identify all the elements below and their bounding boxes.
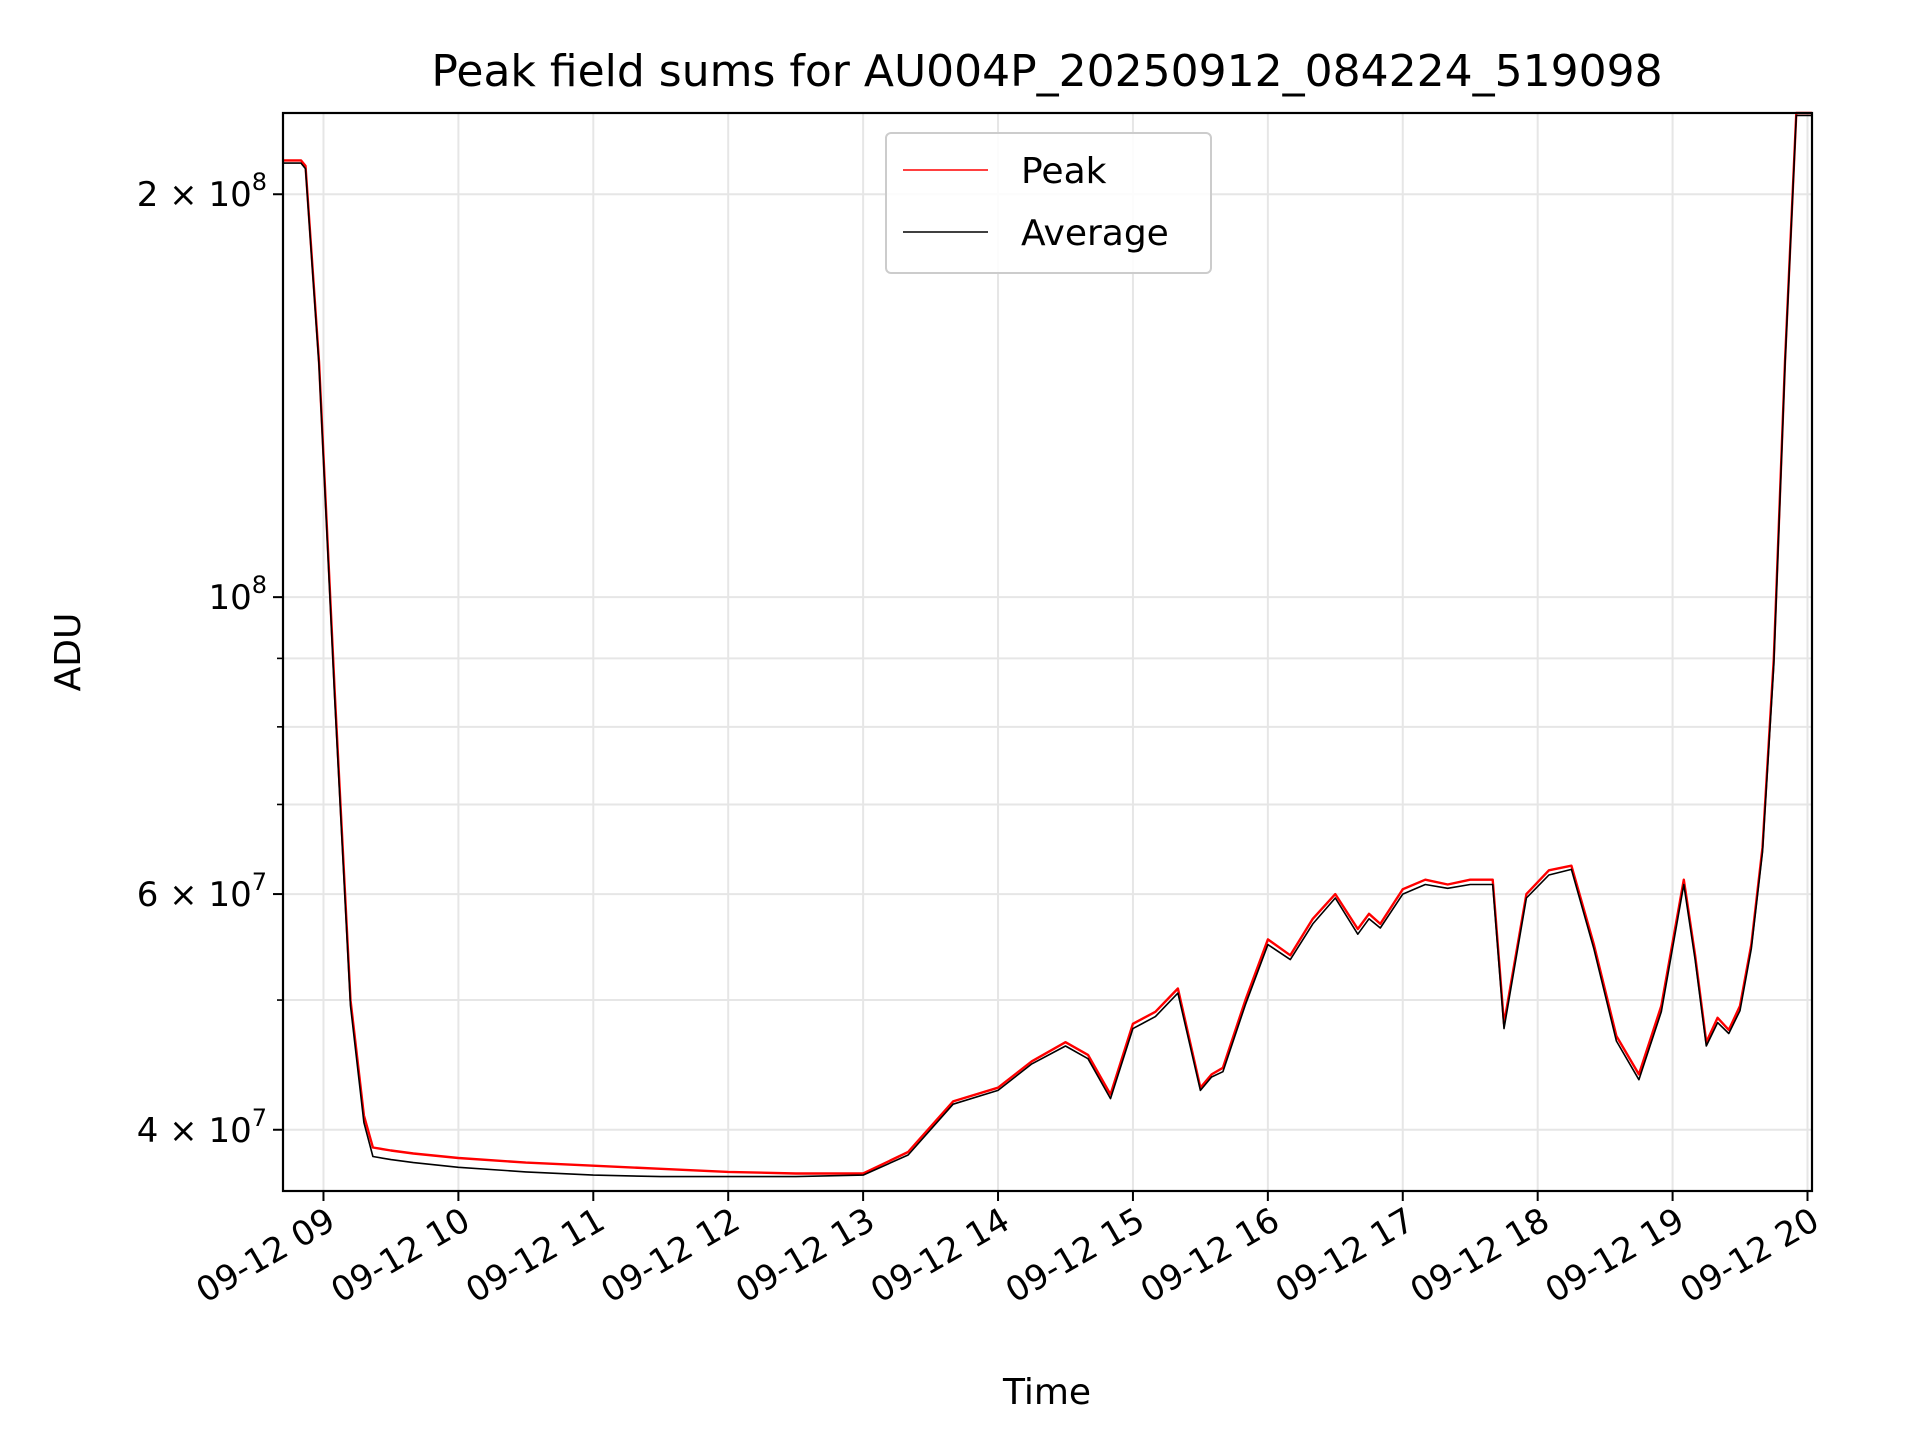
x-axis-label: Time: [1002, 1372, 1091, 1413]
y-tick-label: 2 × 108: [137, 168, 267, 215]
legend: Peak Average: [885, 132, 1212, 274]
series-line-average: [283, 114, 1812, 1178]
legend-label-peak: Peak: [1021, 151, 1107, 192]
legend-label-average: Average: [1021, 213, 1169, 254]
y-axis: 4 × 107 6 × 107 108 2 × 108: [137, 168, 283, 1151]
plot-frame: [281, 111, 1814, 1193]
legend-box: [885, 132, 1212, 274]
y-tick-label: 4 × 107: [137, 1104, 267, 1151]
y-tick-label: 108: [208, 571, 267, 618]
grid: [283, 113, 1812, 1191]
series-layer: [283, 111, 1812, 1178]
y-tick-label: 6 × 107: [137, 868, 267, 915]
y-axis-label: ADU: [48, 613, 89, 692]
chart-title: Peak field sums for AU004P_20250912_0842…: [431, 46, 1662, 97]
